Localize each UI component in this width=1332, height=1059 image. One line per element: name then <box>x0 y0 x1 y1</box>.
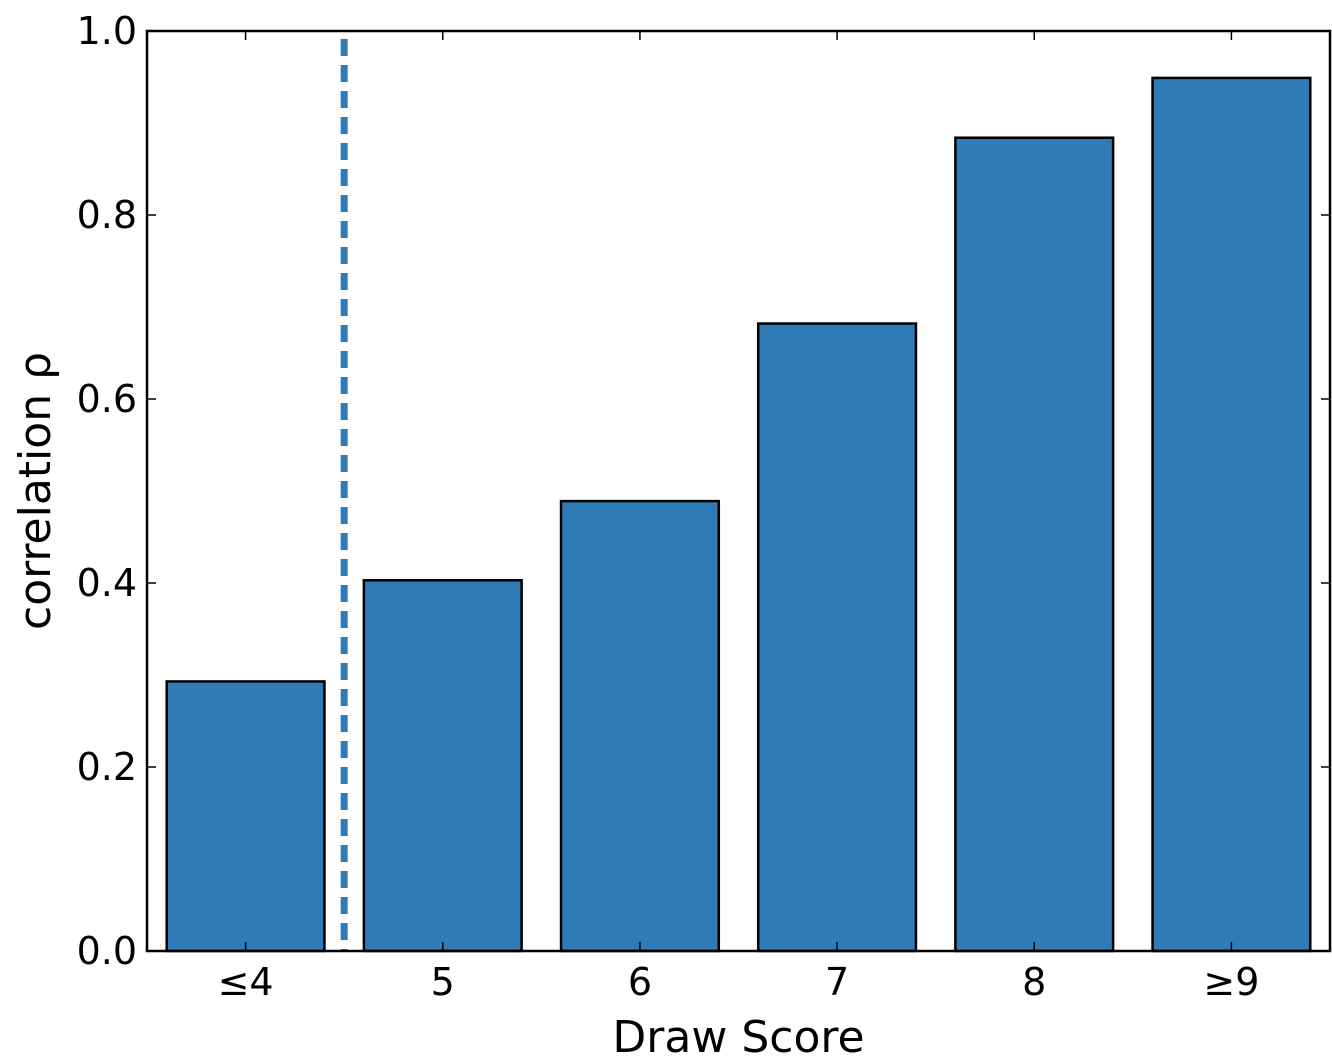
x-tick-label-4: 8 <box>1022 960 1046 1004</box>
y-tick-label-0: 0.0 <box>77 929 137 973</box>
bar-1 <box>362 578 523 953</box>
x-axis-label: Draw Score <box>612 1012 864 1059</box>
y-tick-label-1: 0.2 <box>77 745 137 789</box>
y-axis-label: correlation ρ <box>10 352 61 630</box>
y-tick-label-4: 0.8 <box>77 193 137 237</box>
x-tick-label-0: ≤4 <box>218 960 274 1004</box>
tick-labels-group: 0.0 0.2 0.4 0.6 0.8 1.0 ≤4 5 6 7 8 ≥9 <box>77 9 1260 1004</box>
y-tick-label-5: 1.0 <box>77 9 137 53</box>
bar-0 <box>165 680 326 953</box>
y-tick-label-2: 0.4 <box>77 561 137 605</box>
bars-group <box>165 76 1312 953</box>
y-tick-label-3: 0.6 <box>77 377 137 421</box>
plot-frame <box>145 29 1332 953</box>
x-tick-label-5: ≥9 <box>1203 960 1259 1004</box>
bar-4 <box>954 136 1115 953</box>
x-tick-label-3: 7 <box>825 960 849 1004</box>
x-tick-label-1: 5 <box>431 960 455 1004</box>
bar-3 <box>756 322 918 953</box>
bar-5 <box>1151 76 1312 953</box>
bar-2 <box>559 499 721 953</box>
x-tick-label-2: 6 <box>628 960 652 1004</box>
